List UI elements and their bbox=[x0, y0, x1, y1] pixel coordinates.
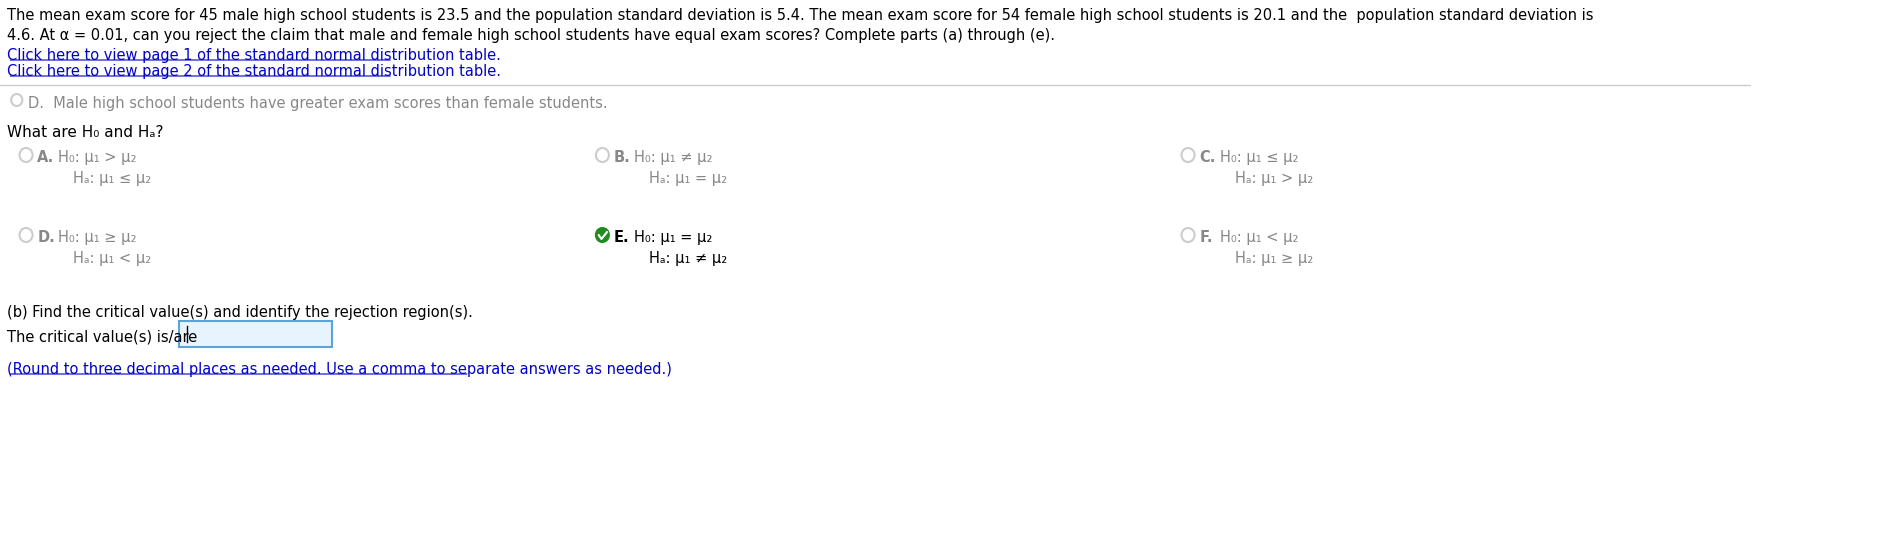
Text: B.: B. bbox=[614, 150, 631, 165]
Text: The mean exam score for 45 male high school students is 23.5 and the population : The mean exam score for 45 male high sch… bbox=[8, 8, 1594, 23]
Text: Hₐ: μ₁ ≠ μ₂: Hₐ: μ₁ ≠ μ₂ bbox=[648, 251, 727, 266]
Text: H₀: μ₁ < μ₂: H₀: μ₁ < μ₂ bbox=[1219, 230, 1298, 245]
FancyBboxPatch shape bbox=[0, 0, 1752, 542]
Text: H₀: μ₁ ≥ μ₂: H₀: μ₁ ≥ μ₂ bbox=[58, 230, 136, 245]
FancyBboxPatch shape bbox=[179, 321, 332, 347]
Text: H₀: μ₁ > μ₂: H₀: μ₁ > μ₂ bbox=[58, 150, 136, 165]
Text: D.  Male high school students have greater exam scores than female students.: D. Male high school students have greate… bbox=[28, 96, 607, 111]
Text: Hₐ: μ₁ = μ₂: Hₐ: μ₁ = μ₂ bbox=[648, 171, 727, 186]
Text: (b) Find the critical value(s) and identify the rejection region(s).: (b) Find the critical value(s) and ident… bbox=[8, 305, 473, 320]
Text: A.: A. bbox=[38, 150, 55, 165]
Text: E.: E. bbox=[614, 230, 629, 245]
Text: Hₐ: μ₁ > μ₂: Hₐ: μ₁ > μ₂ bbox=[1234, 171, 1313, 186]
Text: Click here to view page 2 of the standard normal distribution table.: Click here to view page 2 of the standar… bbox=[8, 64, 501, 79]
Text: Hₐ: μ₁ < μ₂: Hₐ: μ₁ < μ₂ bbox=[72, 251, 151, 266]
Text: What are H₀ and Hₐ?: What are H₀ and Hₐ? bbox=[8, 125, 164, 140]
Text: H₀: μ₁ = μ₂: H₀: μ₁ = μ₂ bbox=[635, 230, 712, 245]
Text: D.: D. bbox=[38, 230, 55, 245]
Text: C.: C. bbox=[1200, 150, 1215, 165]
Text: Click here to view page 1 of the standard normal distribution table.: Click here to view page 1 of the standar… bbox=[8, 48, 501, 63]
Text: F.: F. bbox=[1200, 230, 1213, 245]
Text: Hₐ: μ₁ ≥ μ₂: Hₐ: μ₁ ≥ μ₂ bbox=[1234, 251, 1313, 266]
Text: 4.6. At α = 0.01, can you reject the claim that male and female high school stud: 4.6. At α = 0.01, can you reject the cla… bbox=[8, 28, 1055, 43]
Circle shape bbox=[595, 228, 609, 242]
Text: (Round to three decimal places as needed. Use a comma to separate answers as nee: (Round to three decimal places as needed… bbox=[8, 362, 673, 377]
Text: Hₐ: μ₁ ≤ μ₂: Hₐ: μ₁ ≤ μ₂ bbox=[72, 171, 151, 186]
Text: H₀: μ₁ ≤ μ₂: H₀: μ₁ ≤ μ₂ bbox=[1219, 150, 1298, 165]
Text: The critical value(s) is/are: The critical value(s) is/are bbox=[8, 330, 198, 345]
Text: H₀: μ₁ ≠ μ₂: H₀: μ₁ ≠ μ₂ bbox=[635, 150, 712, 165]
